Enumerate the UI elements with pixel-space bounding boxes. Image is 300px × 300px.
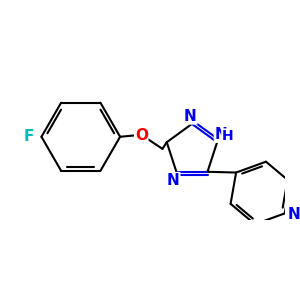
Text: N: N <box>214 127 227 142</box>
Text: N: N <box>184 109 197 124</box>
Text: H: H <box>222 129 233 143</box>
Text: O: O <box>135 128 148 143</box>
Text: N: N <box>167 172 180 188</box>
Text: F: F <box>23 129 34 144</box>
Text: N: N <box>287 207 300 222</box>
